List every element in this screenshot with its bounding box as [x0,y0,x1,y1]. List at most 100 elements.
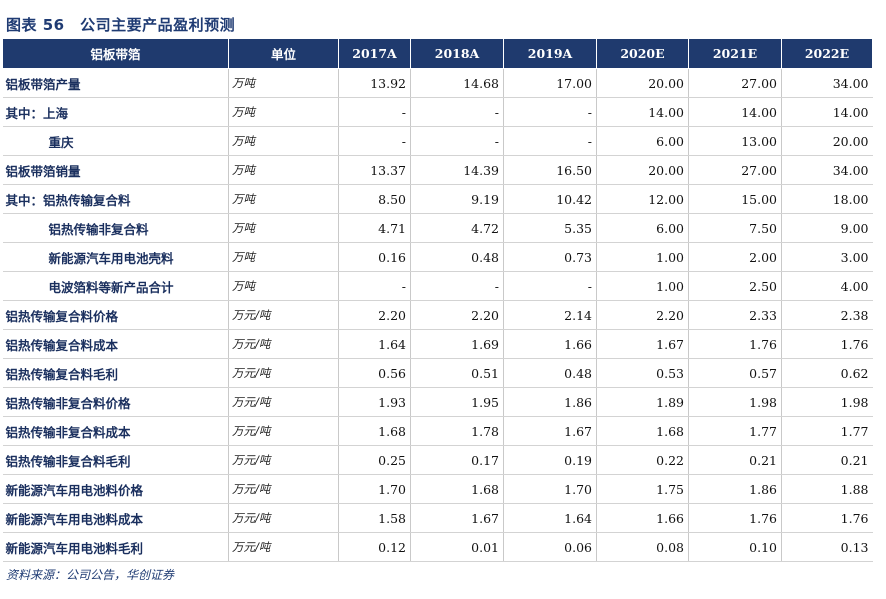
value-cell: 0.73 [503,242,597,272]
table-row: 新能源汽车用电池料价格 万元/吨 1.70 1.68 1.70 1.75 1.86 1.88 [2,474,873,504]
value-cell: 1.58 [338,503,411,533]
table-row: 新能源汽车用电池料毛利 万元/吨 0.12 0.01 0.06 0.08 0.10 0.13 [2,532,873,562]
header-category: 铝板带箔 [2,38,229,69]
table-row: 铝板带箔销量 万吨 13.37 14.39 16.50 20.00 27.00 34.00 [2,155,873,185]
value-cell: 1.67 [503,416,597,446]
value-cell: 9.00 [781,213,873,243]
value-cell: 2.14 [503,300,597,330]
value-cell: 20.00 [596,68,689,98]
table-row: 重庆 万吨 - - -6.00 13.00 20.00 [2,126,873,156]
value-cell: 10.42 [503,184,597,214]
row-label: 新能源汽车用电池料成本 [2,503,229,533]
table-row: 铝热传输非复合料 万吨 4.71 4.72 5.35 6.00 7.50 9.00 [2,213,873,243]
value-cell: 34.00 [781,155,873,185]
value-cell: 2.33 [688,300,782,330]
value-cell: 18.00 [781,184,873,214]
value-cell: 5.35 [503,213,597,243]
value-cell: 2.38 [781,300,873,330]
value-cell: 0.13 [781,532,873,562]
value-cell: 1.68 [338,416,411,446]
row-label: 其中：铝热传输复合料 [2,184,229,214]
value-cell: 1.00 [596,271,689,301]
header-unit: 单位 [228,38,339,69]
value-cell: 1.76 [781,503,873,533]
value-cell: 8.50 [338,184,411,214]
value-cell: 2.00 [688,242,782,272]
row-unit: 万元/吨 [228,503,339,533]
value-cell: 0.10 [688,532,782,562]
value-cell: 1.76 [781,329,873,359]
table-row: 其中：铝热传输复合料 万吨 8.50 9.19 10.42 12.00 15.00 18.00 [2,184,873,214]
value-cell: 1.95 [410,387,504,417]
value-cell: 20.00 [596,155,689,185]
value-cell: 1.76 [688,503,782,533]
row-label: 电波箔料等新产品合计 [2,271,229,301]
value-cell: 6.00 [596,126,689,156]
value-cell: 0.21 [688,445,782,475]
value-cell: 1.64 [503,503,597,533]
table-row: 新能源汽车用电池料成本 万元/吨 1.58 1.67 1.64 1.66 1.76 1.76 [2,503,873,533]
header-year: 2018A [410,38,504,69]
row-unit: 万吨 [228,213,339,243]
value-cell: 14.00 [688,97,782,127]
value-cell: 1.89 [596,387,689,417]
value-cell: 1.68 [410,474,504,504]
value-cell: 2.50 [688,271,782,301]
value-cell: 6.00 [596,213,689,243]
value-cell: 0.21 [781,445,873,475]
value-cell: 14.00 [596,97,689,127]
row-label: 铝热传输非复合料价格 [2,387,229,417]
header-year: 2019A [503,38,597,69]
value-cell: - [338,97,411,127]
value-cell: 0.01 [410,532,504,562]
value-cell: 9.19 [410,184,504,214]
value-cell: 1.98 [781,387,873,417]
value-cell: 1.86 [503,387,597,417]
row-label: 铝热传输非复合料毛利 [2,445,229,475]
value-cell: 0.51 [410,358,504,388]
value-cell: 1.00 [596,242,689,272]
value-cell: - [410,97,504,127]
row-unit: 万元/吨 [228,329,339,359]
row-unit: 万元/吨 [228,416,339,446]
row-unit: 万元/吨 [228,474,339,504]
value-cell: 0.48 [410,242,504,272]
source-note: 资料来源：公司公告，华创证券 [6,568,175,582]
value-cell: 13.92 [338,68,411,98]
value-cell: 1.68 [596,416,689,446]
value-cell: 0.19 [503,445,597,475]
value-cell: 20.00 [781,126,873,156]
table-row: 电波箔料等新产品合计 万吨 - - -1.00 2.50 4.00 [2,271,873,301]
value-cell: 15.00 [688,184,782,214]
value-cell: 1.76 [688,329,782,359]
row-unit: 万吨 [228,68,339,98]
row-label: 铝热传输复合料成本 [2,329,229,359]
row-label: 新能源汽车用电池料毛利 [2,532,229,562]
row-label: 铝热传输非复合料 [2,213,229,243]
row-label: 新能源汽车用电池料价格 [2,474,229,504]
table-row: 铝热传输非复合料毛利 万元/吨 0.25 0.17 0.19 0.22 0.21 0.21 [2,445,873,475]
value-cell: - [410,126,504,156]
row-unit: 万吨 [228,126,339,156]
table-row: 铝热传输复合料成本 万元/吨 1.64 1.69 1.66 1.67 1.76 1.76 [2,329,873,359]
value-cell: - [338,271,411,301]
row-unit: 万元/吨 [228,387,339,417]
row-unit: 万吨 [228,184,339,214]
value-cell: - [503,126,597,156]
row-label: 重庆 [2,126,229,156]
value-cell: 0.53 [596,358,689,388]
value-cell: 1.70 [338,474,411,504]
value-cell: 2.20 [410,300,504,330]
value-cell: 1.67 [410,503,504,533]
row-label: 铝板带箔销量 [2,155,229,185]
value-cell: 0.08 [596,532,689,562]
value-cell: 0.25 [338,445,411,475]
row-label: 铝热传输复合料价格 [2,300,229,330]
row-unit: 万吨 [228,271,339,301]
table-row: 铝热传输非复合料价格 万元/吨 1.93 1.95 1.86 1.89 1.98 1.98 [2,387,873,417]
row-unit: 万元/吨 [228,358,339,388]
value-cell: 1.77 [781,416,873,446]
row-unit: 万吨 [228,242,339,272]
table-row: 铝热传输非复合料成本 万元/吨 1.68 1.78 1.67 1.68 1.77 1.77 [2,416,873,446]
value-cell: 27.00 [688,68,782,98]
